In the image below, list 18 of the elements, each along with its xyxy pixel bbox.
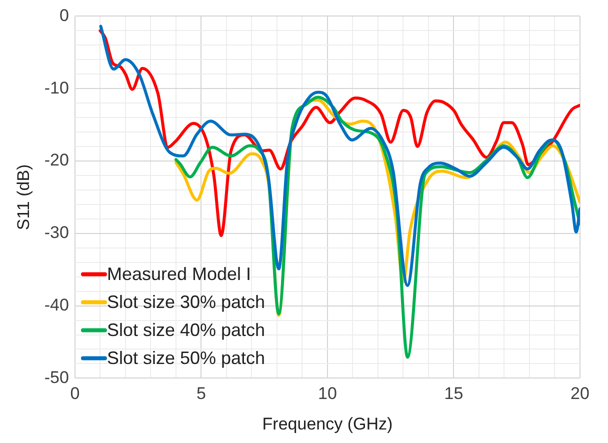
x-axis-title: Frequency (GHz)	[262, 414, 393, 434]
x-tick-label: 20	[570, 384, 590, 404]
legend-label: Measured Model I	[106, 264, 252, 284]
y-tick-label: -20	[44, 150, 69, 170]
y-tick-label: -10	[44, 78, 69, 98]
y-tick-label: -40	[44, 295, 69, 314]
x-tick-label: 10	[318, 384, 337, 404]
y-tick-label: -30	[44, 223, 69, 242]
legend-label: Slot size 30% patch	[106, 292, 266, 312]
x-tick-label: 5	[196, 384, 206, 404]
y-axis-title: S11 (dB)	[14, 164, 33, 230]
x-tick-label: 15	[444, 384, 464, 404]
line-series	[98, 29, 580, 238]
legend-label: Slot size 40% patch	[106, 320, 266, 340]
line-series	[99, 24, 580, 288]
legend-label: Slot size 50% patch	[106, 348, 266, 368]
y-tick-label: -50	[44, 368, 69, 387]
y-tick-label: 0	[60, 6, 69, 25]
